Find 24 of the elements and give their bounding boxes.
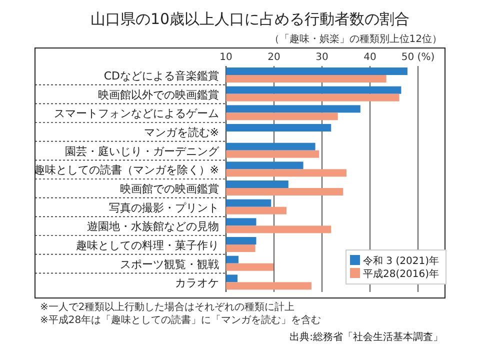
y-tick-label: 趣味としての料理・菓子作り: [76, 238, 219, 252]
y-tick-label: 趣味としての読書（マンガを除く）※: [34, 164, 219, 177]
y-tick-label: 映画館以外での映画鑑賞: [98, 88, 219, 102]
legend-label: 平成28(2016)年: [363, 268, 439, 280]
y-tick-label: 映画館での映画鑑賞: [120, 182, 219, 196]
source-note: 出典:総務省「社会生活基本調査」: [290, 331, 443, 343]
x-tick-label: 10: [220, 52, 232, 63]
x-tick-label: 50 (%): [401, 52, 435, 63]
legend-label: 令和 3 (2021)年: [363, 255, 439, 267]
chart-subtitle: （「趣味・娯楽」の種類別上位12位）: [269, 33, 442, 45]
y-tick-label: スマートフォンなどによるゲーム: [54, 107, 219, 120]
y-tick-label: カラオケ: [175, 276, 219, 290]
y-tick-label: マンガを読む※: [144, 126, 219, 139]
y-tick-label: 園芸・庭いじり・ガーデニング: [65, 144, 220, 158]
y-tick-label: CDなどによる音楽鑑賞: [104, 69, 219, 82]
text: ※一人で2種類以上行動した場合はそれぞれの種類に計上: [40, 301, 295, 313]
text: ※平成28年は「趣味としての読書」に「マンガを読む」を含む: [40, 314, 322, 326]
y-tick-label: スポーツ観覧・観戦: [120, 258, 219, 271]
x-tick-label: 40: [364, 52, 376, 63]
chart-title: 山口県の10歳以上人口に占める行動者数の割合: [90, 10, 410, 28]
y-tick-label: 写真の撮影・プリント: [109, 201, 219, 214]
y-tick-label: 遊園地・水族館などの見物: [87, 220, 219, 234]
x-tick-label: 30: [316, 52, 328, 63]
x-tick-label: 20: [268, 52, 280, 63]
